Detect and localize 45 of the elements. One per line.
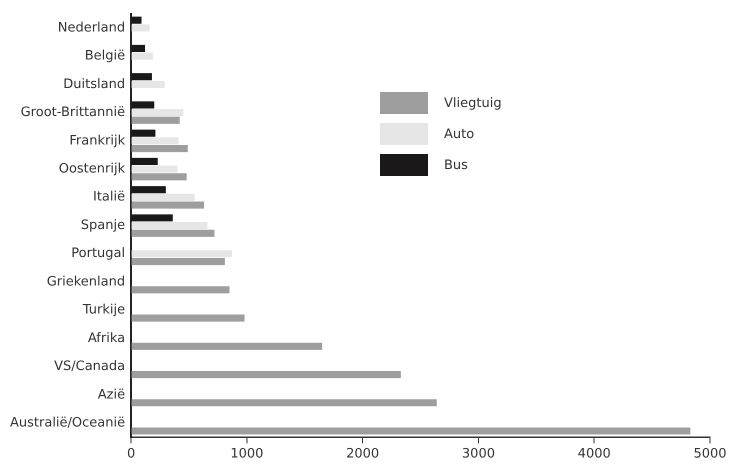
bar — [132, 173, 187, 180]
legend-label: Auto — [444, 126, 474, 142]
y-tick-label: Portugal — [71, 246, 126, 262]
bar — [132, 342, 322, 350]
y-tick-label: VS/Canada — [54, 359, 126, 374]
bar — [132, 145, 188, 152]
y-tick-label: Griekenland — [46, 274, 126, 290]
y-tick-label: Groot-Brittannië — [20, 105, 126, 120]
x-tick-label: 4000 — [578, 446, 611, 462]
bar — [132, 109, 184, 116]
bar — [132, 370, 401, 378]
bar — [132, 80, 165, 88]
bar — [132, 258, 225, 266]
bar — [132, 250, 232, 258]
y-tick-label: Duitsland — [63, 76, 126, 92]
x-tick-label: 1000 — [230, 446, 264, 462]
bar — [132, 202, 204, 209]
bar — [132, 52, 154, 60]
bar — [132, 427, 690, 435]
legend-label: Vliegtuig — [444, 96, 502, 110]
x-tick-label: 3000 — [462, 446, 495, 462]
y-tick-label: Afrika — [88, 330, 126, 346]
bar — [132, 314, 245, 322]
y-tick-label: Italië — [92, 190, 126, 205]
legend-label: Bus — [444, 158, 468, 172]
y-tick-label: Turkije — [82, 302, 126, 318]
x-tick-label: 2000 — [346, 446, 380, 462]
bar — [132, 116, 180, 124]
bar — [132, 24, 150, 32]
bar — [132, 230, 214, 237]
bar — [132, 222, 208, 230]
y-tick-label: Oostenrijk — [58, 161, 126, 176]
x-tick-label: 0 — [126, 446, 136, 462]
bar — [132, 166, 178, 173]
bar — [132, 194, 195, 201]
bar — [132, 399, 437, 406]
bar — [132, 137, 179, 144]
y-tick-label: Azië — [98, 387, 126, 402]
y-tick-label: Australië/Oceanië — [10, 416, 126, 431]
y-tick-label: Spanje — [80, 218, 126, 233]
x-tick-label: 5000 — [693, 446, 727, 462]
y-tick-label: België — [84, 48, 126, 64]
y-tick-label: Frankrijk — [69, 133, 126, 148]
y-tick-label: Nederland — [58, 20, 126, 36]
bar — [132, 286, 230, 294]
